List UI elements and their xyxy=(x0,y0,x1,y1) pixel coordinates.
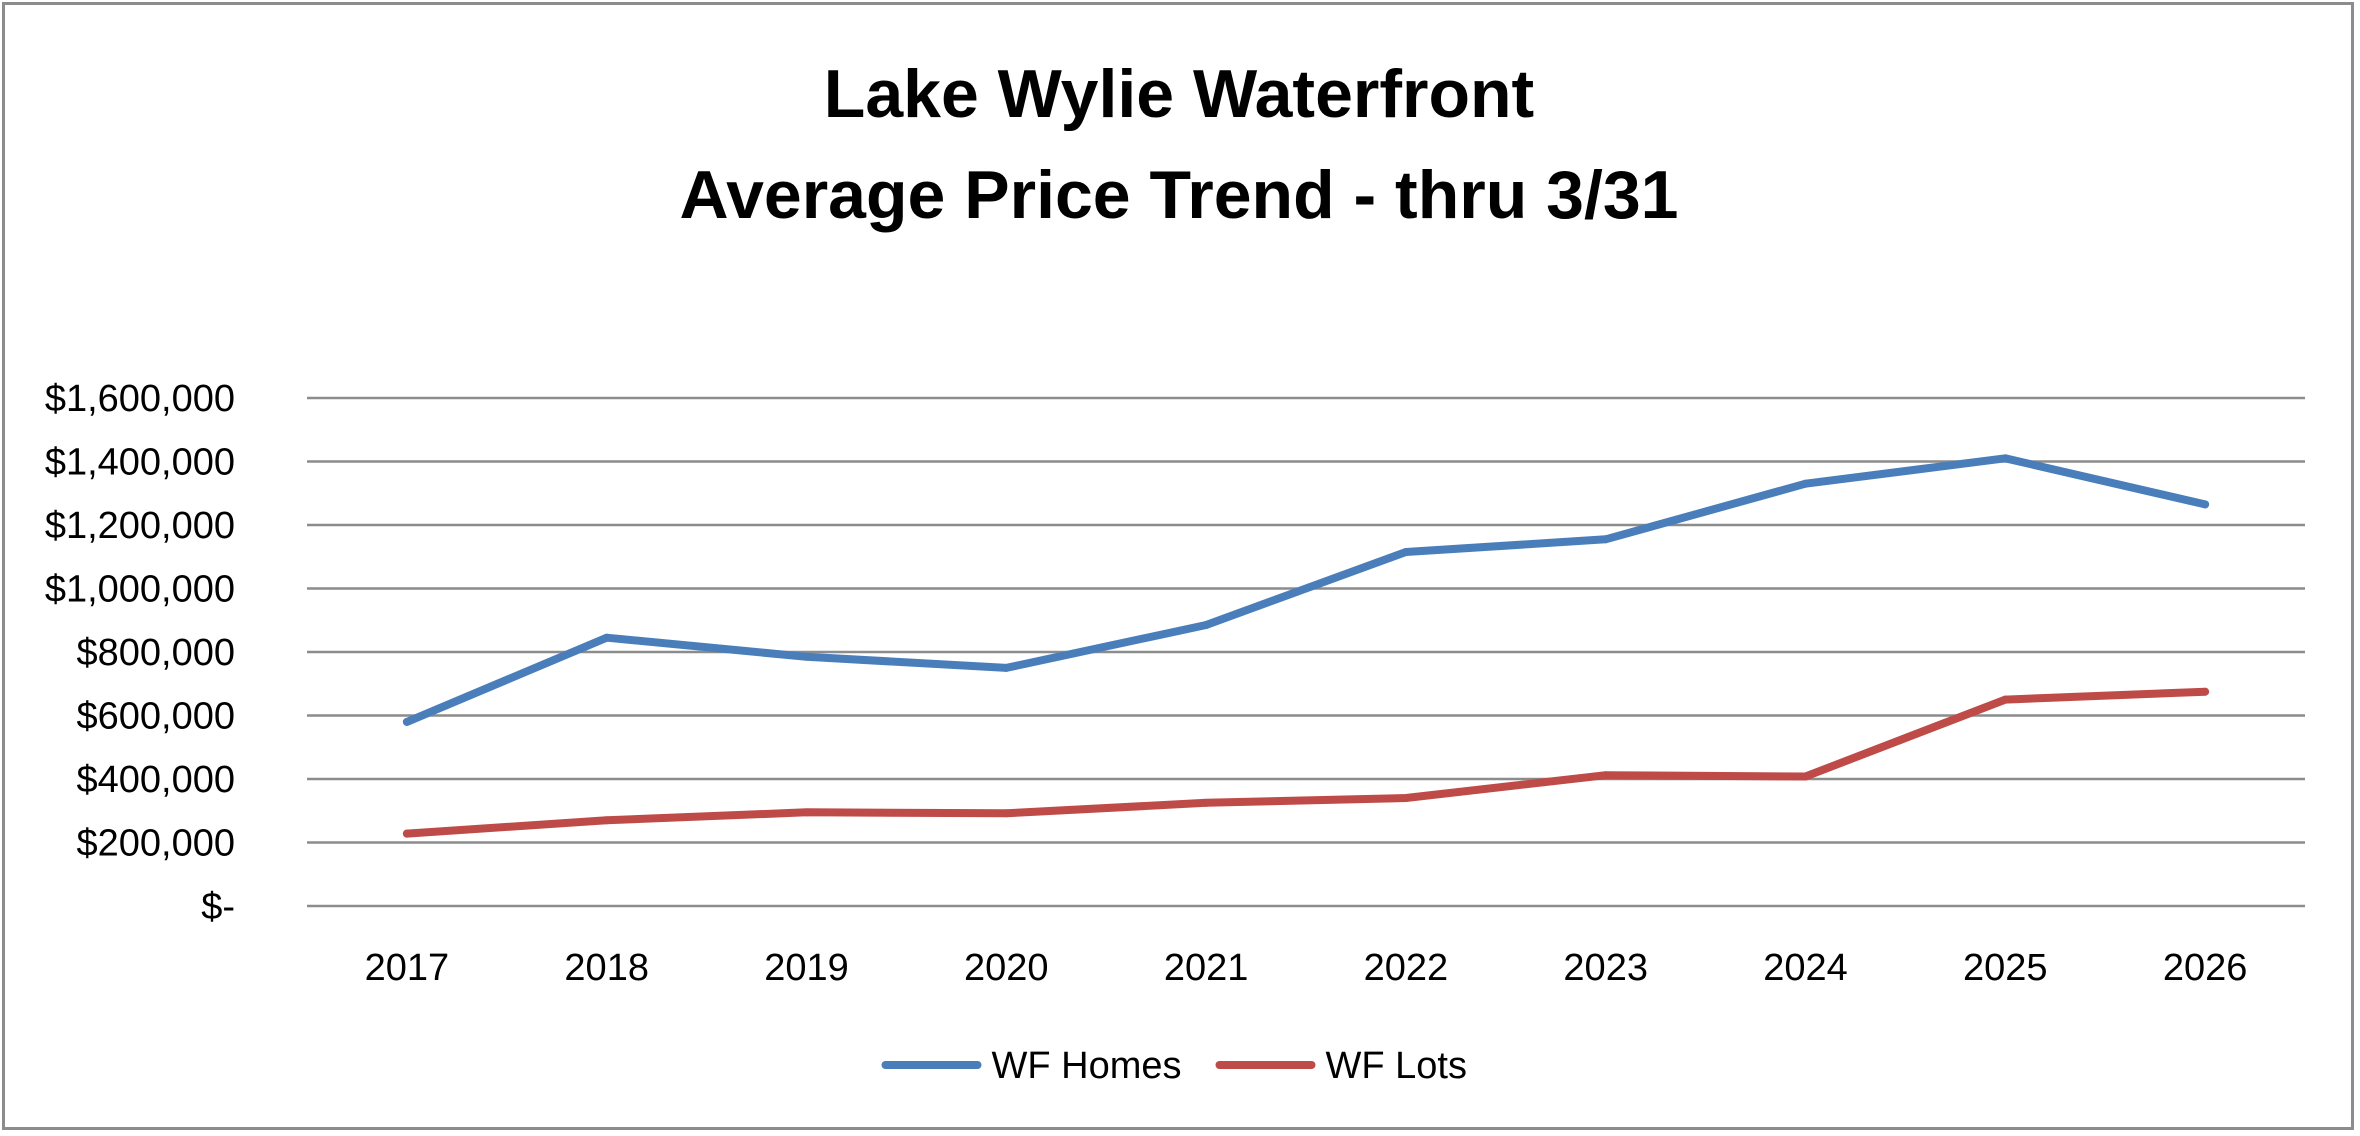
data-point xyxy=(1401,794,1410,803)
series-wf-homes xyxy=(402,454,2210,726)
x-tick-label: 2021 xyxy=(1164,947,1249,989)
y-tick-label: $800,000 xyxy=(77,632,236,674)
series-line xyxy=(402,454,2210,726)
x-tick-label: 2022 xyxy=(1364,947,1449,989)
data-point xyxy=(2001,695,2010,704)
chart-title-line-1: Lake Wylie Waterfront xyxy=(824,56,1534,132)
data-point xyxy=(1202,798,1211,807)
data-point xyxy=(602,633,611,642)
legend-label: WF Lots xyxy=(1326,1045,1467,1087)
x-tick-label: 2019 xyxy=(764,947,849,989)
series-line xyxy=(402,687,2210,838)
data-point xyxy=(402,717,411,726)
gridlines xyxy=(307,396,2305,908)
data-point xyxy=(1601,535,1610,544)
data-point xyxy=(2001,454,2010,463)
y-tick-label: $1,000,000 xyxy=(45,569,235,611)
legend-item: WF Lots xyxy=(1215,1045,1467,1087)
y-tick-label: $200,000 xyxy=(77,823,236,865)
y-tick-label: $400,000 xyxy=(77,759,236,801)
data-point xyxy=(1801,479,1810,488)
data-point xyxy=(2201,500,2210,509)
y-tick-label: $- xyxy=(201,886,235,928)
y-tick-label: $1,600,000 xyxy=(45,378,235,420)
x-tick-label: 2024 xyxy=(1763,947,1848,989)
y-tick-label: $600,000 xyxy=(77,696,236,738)
data-point xyxy=(1601,771,1610,780)
series-layer xyxy=(402,454,2210,838)
legend-label: WF Homes xyxy=(992,1045,1182,1087)
x-tick-label: 2025 xyxy=(1963,947,2048,989)
x-tick-label: 2026 xyxy=(2163,947,2248,989)
legend: WF Homes WF Lots xyxy=(881,1045,1467,1087)
data-point xyxy=(1002,663,1011,672)
x-tick-label: 2023 xyxy=(1563,947,1648,989)
chart-title-line-2: Average Price Trend - thru 3/31 xyxy=(680,157,1679,233)
data-point xyxy=(402,829,411,838)
x-axis: 2017 2018 2019 2020 2021 2022 2023 2024 2025 2026 xyxy=(365,947,2248,989)
x-tick-label: 2018 xyxy=(564,947,649,989)
data-point xyxy=(1401,547,1410,556)
data-point xyxy=(1801,772,1810,781)
legend-item: WF Homes xyxy=(881,1045,1182,1087)
data-point xyxy=(2201,687,2210,696)
data-point xyxy=(1202,621,1211,630)
data-point xyxy=(802,808,811,817)
series-wf-lots xyxy=(402,687,2210,838)
data-point xyxy=(1002,809,1011,818)
line-chart: Lake Wylie Waterfront Average Price Tren… xyxy=(45,56,2305,1087)
x-tick-label: 2017 xyxy=(365,947,450,989)
data-point xyxy=(802,652,811,661)
data-point xyxy=(602,816,611,825)
y-tick-label: $1,200,000 xyxy=(45,505,235,547)
x-tick-label: 2020 xyxy=(964,947,1049,989)
y-tick-label: $1,400,000 xyxy=(45,442,235,484)
y-axis: $- $200,000 $400,000 $600,000 $800,000 $1,000… xyxy=(45,378,235,928)
